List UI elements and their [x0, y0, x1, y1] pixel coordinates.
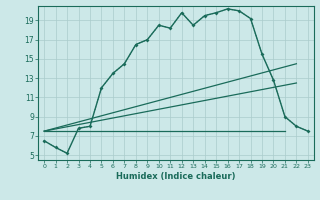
X-axis label: Humidex (Indice chaleur): Humidex (Indice chaleur)	[116, 172, 236, 181]
